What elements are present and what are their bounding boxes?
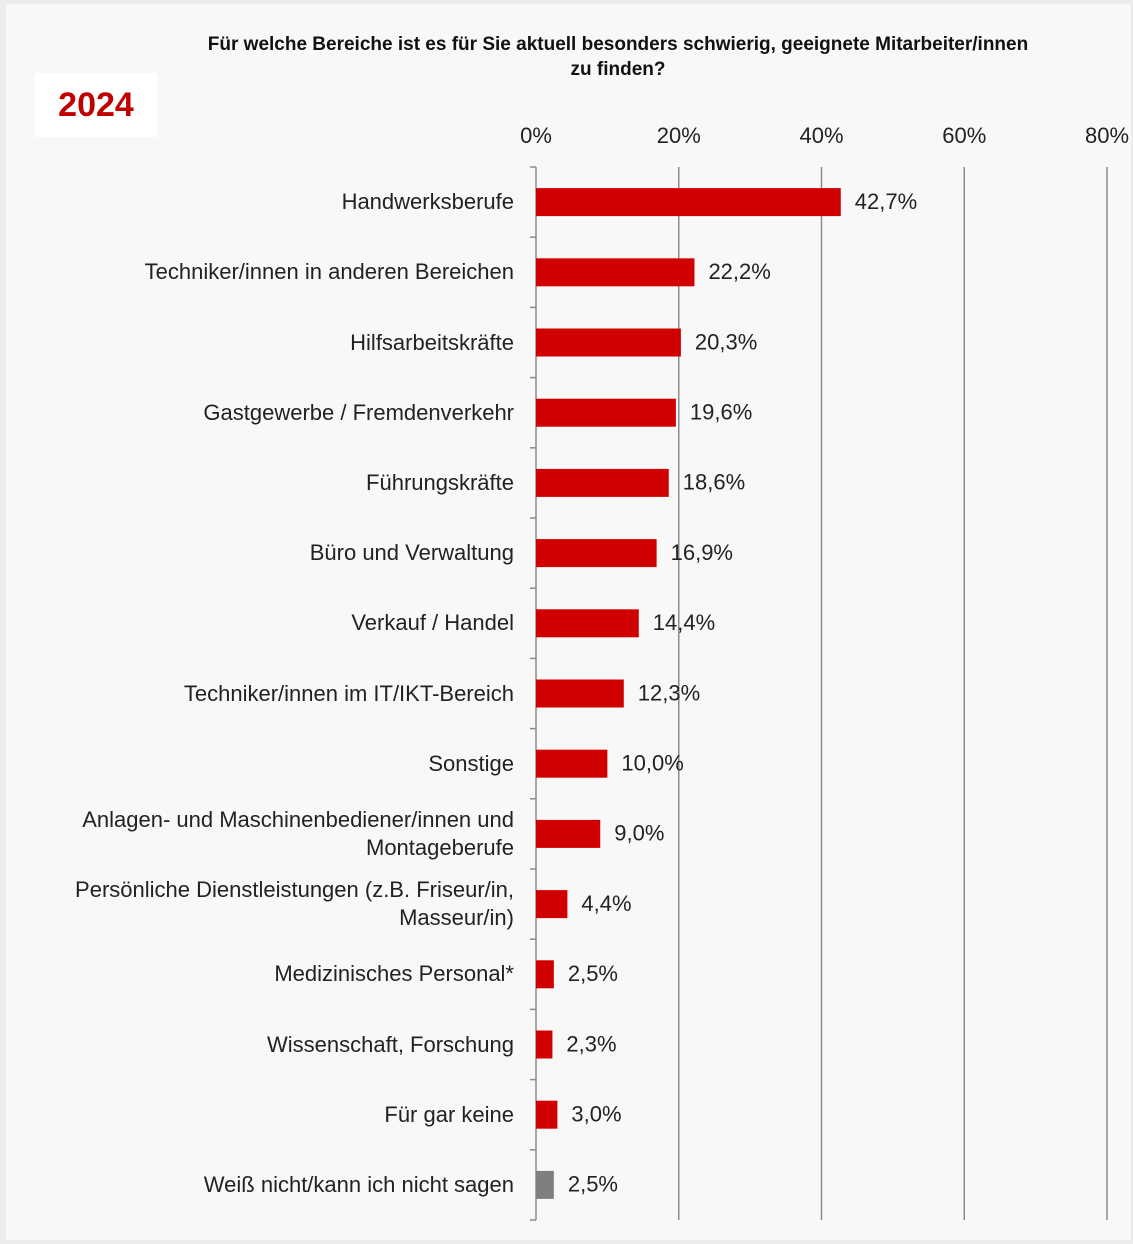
bar xyxy=(536,1030,553,1059)
x-tick-label: 60% xyxy=(942,123,986,148)
value-label: 22,2% xyxy=(708,259,770,284)
bar xyxy=(536,819,601,848)
y-tick-label: Hilfsarbeitskräfte xyxy=(350,329,514,355)
bar xyxy=(536,679,624,708)
y-tick-label: Techniker/innen in anderen Bereichen xyxy=(144,259,514,285)
y-tick-label: Führungskräfte xyxy=(366,469,514,495)
y-tick-label: Persönliche Dienstleistungen (z.B. Frise… xyxy=(75,877,514,931)
value-label: 2,5% xyxy=(568,961,618,986)
y-tick-label: Medizinisches Personal* xyxy=(274,961,514,987)
y-tick-label: Gastgewerbe / Fremdenverkehr xyxy=(203,399,514,425)
bar xyxy=(536,960,554,989)
value-label: 2,3% xyxy=(566,1031,616,1056)
x-tick-label: 40% xyxy=(799,123,843,148)
y-tick-label: Verkauf / Handel xyxy=(351,610,514,636)
bar xyxy=(536,1170,554,1199)
value-label: 10,0% xyxy=(621,751,683,776)
value-label: 12,3% xyxy=(638,680,700,705)
bar xyxy=(536,258,695,287)
bar xyxy=(536,749,608,778)
bar xyxy=(536,398,676,427)
value-label: 2,5% xyxy=(568,1172,618,1197)
y-tick-label: Anlagen- und Maschinenbediener/innen und… xyxy=(82,806,514,860)
chart-title: Für welche Bereiche ist es für Sie aktue… xyxy=(207,34,1029,80)
value-label: 18,6% xyxy=(683,470,745,495)
value-label: 9,0% xyxy=(614,821,664,846)
bar xyxy=(536,890,568,919)
bar xyxy=(536,1100,558,1129)
value-label: 20,3% xyxy=(695,329,757,354)
value-label: 14,4% xyxy=(653,610,715,635)
y-tick-label: Büro und Verwaltung xyxy=(309,540,514,566)
y-tick-label: Für gar keine xyxy=(384,1101,514,1127)
x-tick-label: 0% xyxy=(520,123,552,148)
value-label: 16,9% xyxy=(671,540,733,565)
value-label: 19,6% xyxy=(690,400,752,425)
x-tick-label: 20% xyxy=(657,123,701,148)
x-tick-label: 80% xyxy=(1085,123,1129,148)
bar xyxy=(536,609,639,638)
value-label: 42,7% xyxy=(855,189,917,214)
y-tick-label: Weiß nicht/kann ich nicht sagen xyxy=(203,1171,514,1197)
value-label: 4,4% xyxy=(581,891,631,916)
bar xyxy=(536,188,841,217)
year-badge: 2024 xyxy=(35,73,157,137)
y-tick-label: Sonstige xyxy=(428,750,514,776)
y-tick-label: Handwerksberufe xyxy=(341,189,514,215)
bar xyxy=(536,539,657,568)
y-tick-label: Techniker/innen im IT/IKT-Bereich xyxy=(183,680,514,706)
bar xyxy=(536,328,681,357)
bar xyxy=(536,468,669,497)
value-label: 3,0% xyxy=(571,1102,621,1127)
y-tick-label: Wissenschaft, Forschung xyxy=(267,1031,514,1057)
